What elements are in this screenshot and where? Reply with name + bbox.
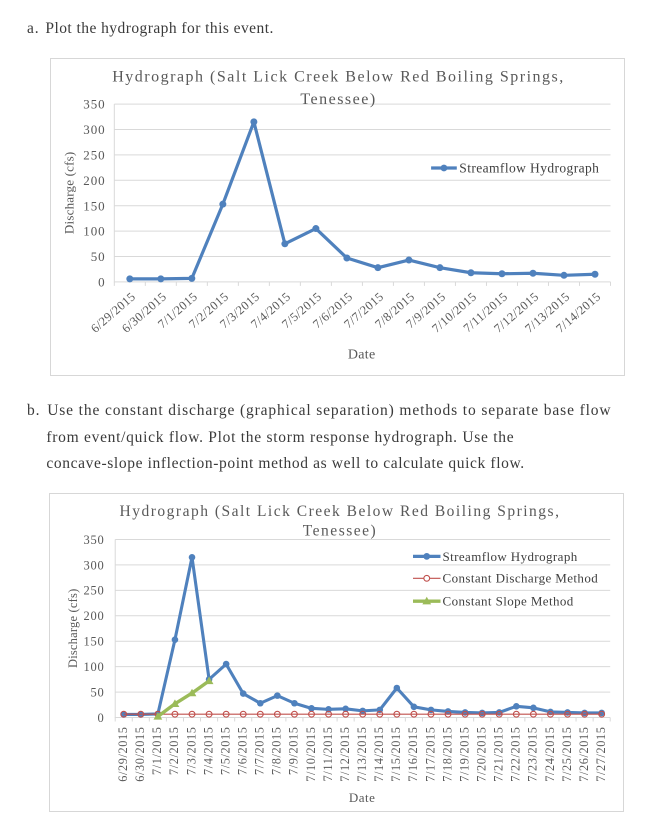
svg-text:Streamflow Hydrograph: Streamflow Hydrograph: [459, 160, 599, 175]
svg-text:7/5/2015: 7/5/2015: [218, 727, 232, 776]
svg-text:Discharge (cfs): Discharge (cfs): [66, 589, 80, 668]
svg-text:7/23/2015: 7/23/2015: [526, 727, 540, 782]
svg-text:7/12/2015: 7/12/2015: [338, 727, 352, 782]
svg-text:7/21/2015: 7/21/2015: [492, 727, 506, 782]
svg-text:7/18/2015: 7/18/2015: [440, 727, 454, 782]
svg-text:Tenessee): Tenessee): [303, 522, 377, 539]
svg-text:300: 300: [83, 558, 104, 572]
svg-text:7/26/2015: 7/26/2015: [577, 727, 591, 782]
svg-text:7/13/2015: 7/13/2015: [355, 727, 369, 782]
svg-text:300: 300: [83, 122, 105, 137]
svg-text:Date: Date: [349, 790, 376, 805]
svg-text:100: 100: [83, 223, 105, 238]
svg-text:Date: Date: [347, 347, 375, 362]
svg-text:Constant Discharge Method: Constant Discharge Method: [443, 571, 599, 586]
svg-text:Discharge (cfs): Discharge (cfs): [61, 151, 76, 234]
svg-text:Constant Slope Method: Constant Slope Method: [443, 594, 574, 609]
svg-text:7/8/2015: 7/8/2015: [270, 727, 284, 776]
svg-text:0: 0: [98, 711, 105, 725]
svg-text:Streamflow Hydrograph: Streamflow Hydrograph: [443, 549, 578, 564]
svg-text:7/11/2015: 7/11/2015: [321, 727, 335, 782]
svg-text:7/22/2015: 7/22/2015: [509, 727, 523, 782]
svg-text:350: 350: [83, 533, 104, 547]
svg-text:7/19/2015: 7/19/2015: [457, 727, 471, 782]
svg-text:7/9/2015: 7/9/2015: [287, 727, 301, 776]
svg-text:7/25/2015: 7/25/2015: [560, 727, 574, 782]
svg-text:250: 250: [83, 147, 105, 162]
svg-text:7/14/2015: 7/14/2015: [372, 727, 386, 782]
svg-text:7/16/2015: 7/16/2015: [406, 727, 420, 782]
svg-text:7/1/2015: 7/1/2015: [150, 727, 164, 776]
svg-text:7/15/2015: 7/15/2015: [389, 727, 403, 782]
svg-text:250: 250: [83, 584, 104, 598]
svg-text:7/6/2015: 7/6/2015: [236, 727, 250, 776]
svg-text:7/20/2015: 7/20/2015: [474, 727, 488, 782]
svg-text:6/30/2015: 6/30/2015: [133, 727, 147, 782]
svg-text:350: 350: [83, 96, 105, 111]
svg-text:200: 200: [83, 609, 104, 623]
svg-text:Tenessee): Tenessee): [300, 91, 376, 108]
svg-text:7/3/2015: 7/3/2015: [184, 727, 198, 776]
svg-text:50: 50: [90, 685, 104, 699]
svg-text:150: 150: [83, 198, 105, 213]
svg-text:Hydrograph (Salt Lick Creek Be: Hydrograph (Salt Lick Creek Below Red Bo…: [112, 68, 565, 85]
svg-text:7/7/2015: 7/7/2015: [253, 727, 267, 776]
svg-text:0: 0: [98, 274, 105, 289]
svg-text:7/17/2015: 7/17/2015: [423, 727, 437, 782]
svg-text:50: 50: [90, 249, 105, 264]
svg-text:6/29/2015: 6/29/2015: [116, 727, 130, 782]
svg-text:7/24/2015: 7/24/2015: [543, 727, 557, 782]
svg-text:200: 200: [83, 172, 105, 187]
svg-text:150: 150: [83, 635, 104, 649]
svg-text:7/4/2015: 7/4/2015: [201, 727, 215, 776]
svg-text:100: 100: [83, 660, 104, 674]
svg-text:7/10/2015: 7/10/2015: [304, 727, 318, 782]
svg-text:7/2/2015: 7/2/2015: [167, 727, 181, 776]
svg-text:Hydrograph (Salt Lick Creek Be: Hydrograph (Salt Lick Creek Below Red Bo…: [120, 503, 561, 520]
svg-text:7/27/2015: 7/27/2015: [594, 727, 608, 782]
